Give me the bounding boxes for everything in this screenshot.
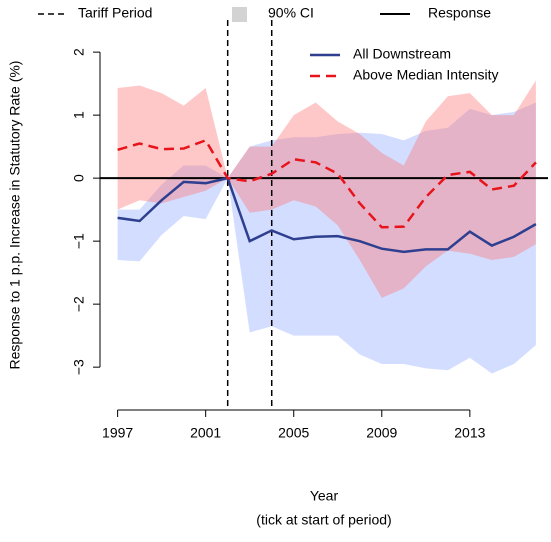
x-axis-label: Year (310, 488, 339, 504)
y-axis-label: Response to 1 p.p. Increase in Statutory… (7, 61, 23, 370)
y-tick-label: −1 (71, 233, 87, 249)
legend-label: 90% CI (268, 5, 314, 21)
y-tick-label: 0 (71, 174, 87, 182)
x-tick-label: 2009 (366, 425, 397, 441)
series-line (117, 138, 537, 229)
x-tick-label: 2013 (454, 425, 485, 441)
y-tick-label: 1 (71, 111, 87, 119)
legend-label: Above Median Intensity (353, 67, 499, 83)
x-tick-label: 2001 (190, 425, 221, 441)
x-axis-note: (tick at start of period) (256, 512, 391, 528)
x-tick-label: 2005 (278, 425, 309, 441)
legend-label: All Downstream (353, 46, 451, 62)
x-tick-label: 1997 (102, 425, 133, 441)
series-line (117, 176, 537, 254)
y-tick-label: −3 (71, 359, 87, 375)
ci-band (117, 102, 536, 374)
legend-label: Tariff Period (78, 5, 152, 21)
y-tick-label: 2 (71, 48, 87, 56)
ci-band (117, 80, 536, 298)
legend-label: Response (428, 5, 491, 21)
legend-swatch (232, 7, 247, 22)
y-tick-label: −2 (71, 296, 87, 312)
